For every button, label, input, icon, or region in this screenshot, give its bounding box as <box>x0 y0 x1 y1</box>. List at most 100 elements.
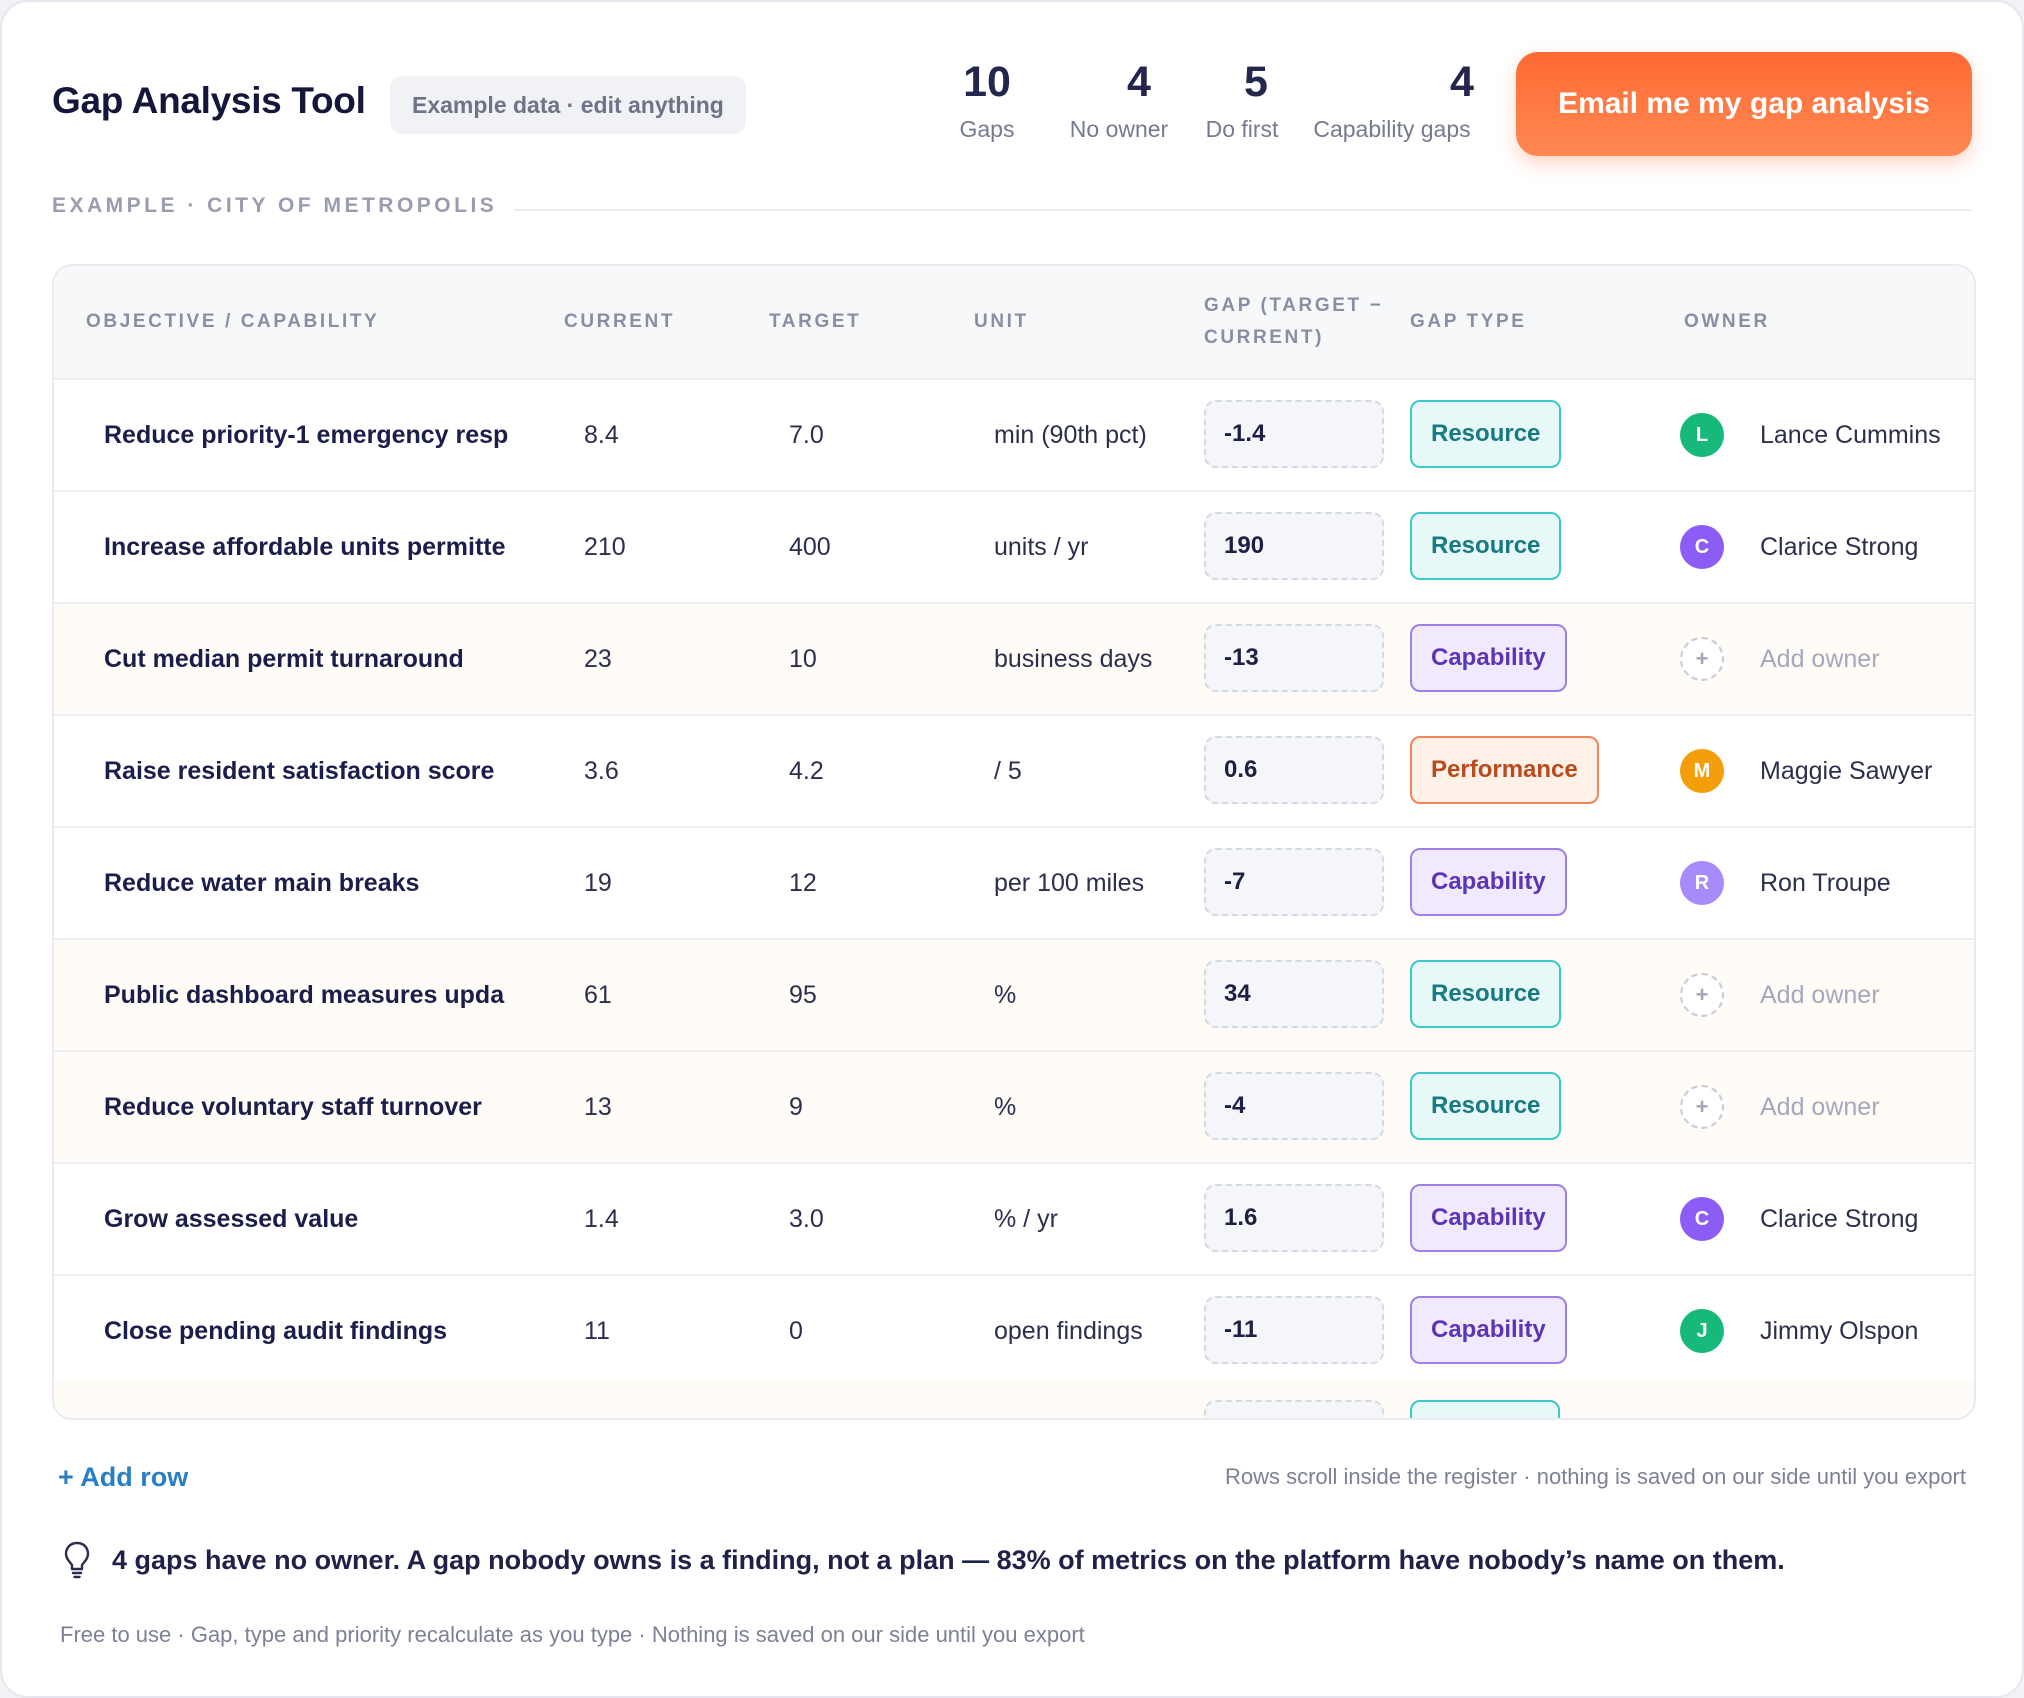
gap-type-badge[interactable]: Resource <box>1410 960 1562 1028</box>
gap-type-badge[interactable]: Capability <box>1410 1296 1567 1364</box>
col-objective: OBJECTIVE / CAPABILITY <box>86 311 380 332</box>
objective-cell[interactable]: Public dashboard measures upda <box>104 980 505 1009</box>
gap-type-badge[interactable]: Capability <box>1410 848 1567 916</box>
owner-name[interactable]: Clarice Strong <box>1760 1204 1919 1233</box>
gap-type-badge-partial[interactable] <box>1410 1400 1560 1418</box>
stat-capability-gaps: 4 Capability gaps <box>1304 56 1480 143</box>
add-owner-button[interactable]: Add owner <box>1760 1092 1880 1121</box>
target-cell[interactable]: 10 <box>789 644 817 673</box>
current-cell[interactable]: 210 <box>584 532 626 561</box>
fine-print: Free to use · Gap, type and priority rec… <box>60 1622 1085 1647</box>
owner-name[interactable]: Lance Cummins <box>1760 420 1941 449</box>
unit-cell[interactable]: % <box>994 1092 1017 1121</box>
current-cell[interactable]: 3.6 <box>584 756 619 785</box>
objective-cell[interactable]: Reduce voluntary staff turnover <box>104 1092 482 1121</box>
unit-cell[interactable]: open findings <box>994 1316 1143 1345</box>
gap-value[interactable]: -11 <box>1204 1296 1384 1364</box>
add-owner-button[interactable]: Add owner <box>1760 980 1880 1009</box>
current-cell[interactable]: 1.4 <box>584 1204 619 1233</box>
objective-cell[interactable]: Reduce water main breaks <box>104 868 420 897</box>
owner-name[interactable]: Ron Troupe <box>1760 868 1891 897</box>
current-cell[interactable]: 23 <box>584 644 612 673</box>
owner-avatar: M <box>1680 749 1724 793</box>
stat-no-owner-value: 4 <box>1127 58 1151 106</box>
objective-cell[interactable]: Reduce priority-1 emergency resp <box>104 420 509 449</box>
gap-value-partial[interactable] <box>1204 1400 1384 1418</box>
gap-register-table[interactable]: OBJECTIVE / CAPABILITY CURRENT TARGET UN… <box>52 264 1976 1420</box>
unit-cell[interactable]: % / yr <box>994 1204 1058 1233</box>
current-cell[interactable]: 8.4 <box>584 420 619 449</box>
scroll-note: Rows scroll inside the register · nothin… <box>1224 1464 1966 1489</box>
table-row: Public dashboard measures upda 61 95% 34 Res… <box>54 940 1974 1052</box>
col-gap-line2: CURRENT) <box>1204 327 1325 348</box>
objective-cell[interactable]: Grow assessed value <box>104 1204 359 1233</box>
unit-cell[interactable]: / 5 <box>994 756 1022 785</box>
current-cell[interactable]: 13 <box>584 1092 612 1121</box>
unit-cell[interactable]: % <box>994 980 1017 1009</box>
unit-cell[interactable]: per 100 miles <box>994 868 1145 897</box>
unit-cell[interactable]: business days <box>994 644 1153 673</box>
target-cell[interactable]: 3.0 <box>789 1204 824 1233</box>
gap-value[interactable]: -4 <box>1204 1072 1384 1140</box>
objective-cell[interactable]: Close pending audit findings <box>104 1316 448 1345</box>
target-cell[interactable]: 7.0 <box>789 420 824 449</box>
target-cell[interactable]: 95 <box>789 980 817 1009</box>
stat-capability-gaps-value: 4 <box>1450 58 1474 106</box>
gap-type-badge[interactable]: Performance <box>1410 736 1599 804</box>
table-row-partial <box>54 1380 1974 1418</box>
header: Gap Analysis Tool Example data · edit an… <box>52 52 1972 162</box>
section-divider <box>514 209 1972 211</box>
owner-avatar: J <box>1680 1309 1724 1353</box>
gap-value[interactable]: 1.6 <box>1204 1184 1384 1252</box>
owner-avatar: R <box>1680 861 1724 905</box>
stat-gaps-label: Gaps <box>959 116 1015 142</box>
col-gap-type: GAP TYPE <box>1410 311 1527 332</box>
gap-type-badge[interactable]: Resource <box>1410 512 1562 580</box>
unit-cell[interactable]: min (90th pct) <box>994 420 1147 449</box>
gap-type-badge[interactable]: Capability <box>1410 1184 1567 1252</box>
stat-capability-gaps-label: Capability gaps <box>1313 116 1471 142</box>
current-cell[interactable]: 61 <box>584 980 612 1009</box>
table-row: Cut median permit turnaround 23 10 business… <box>54 604 1974 716</box>
gap-type-badge[interactable]: Capability <box>1410 624 1567 692</box>
col-unit: UNIT <box>974 311 1029 332</box>
stat-gaps-value: 10 <box>963 58 1011 106</box>
target-cell[interactable]: 9 <box>789 1092 803 1121</box>
stat-gaps: 10 Gaps <box>922 56 1052 143</box>
table-row: Reduce voluntary staff turnover 13 9% -4 Res… <box>54 1052 1974 1164</box>
table-header: OBJECTIVE / CAPABILITY CURRENT TARGET UN… <box>54 266 1974 380</box>
stat-do-first: 5 Do first <box>1172 56 1312 143</box>
owner-avatar: C <box>1680 1197 1724 1241</box>
current-cell[interactable]: 19 <box>584 868 612 897</box>
add-owner-icon[interactable]: + <box>1680 1085 1724 1129</box>
unit-cell[interactable]: units / yr <box>994 532 1089 561</box>
target-cell[interactable]: 0 <box>789 1316 803 1345</box>
gap-value[interactable]: -1.4 <box>1204 400 1384 468</box>
target-cell[interactable]: 400 <box>789 532 831 561</box>
col-current: CURRENT <box>564 311 676 332</box>
gap-value[interactable]: -7 <box>1204 848 1384 916</box>
add-row-button[interactable]: + Add row <box>58 1462 189 1492</box>
gap-type-badge[interactable]: Resource <box>1410 1072 1562 1140</box>
current-cell[interactable]: 11 <box>584 1316 610 1345</box>
gap-type-badge[interactable]: Resource <box>1410 400 1562 468</box>
owner-name[interactable]: Maggie Sawyer <box>1760 756 1933 785</box>
target-cell[interactable]: 4.2 <box>789 756 824 785</box>
owner-name[interactable]: Jimmy Olspon <box>1760 1316 1919 1345</box>
objective-cell[interactable]: Increase affordable units permitte <box>104 532 506 561</box>
target-cell[interactable]: 12 <box>789 868 817 897</box>
objective-cell[interactable]: Raise resident satisfaction score <box>104 756 495 785</box>
objective-cell[interactable]: Cut median permit turnaround <box>104 644 464 673</box>
email-gap-analysis-button[interactable]: Email me my gap analysis <box>1516 52 1972 156</box>
gap-value[interactable]: 0.6 <box>1204 736 1384 804</box>
add-owner-icon[interactable]: + <box>1680 973 1724 1017</box>
gap-value[interactable]: 34 <box>1204 960 1384 1028</box>
gap-value[interactable]: 190 <box>1204 512 1384 580</box>
owner-name[interactable]: Clarice Strong <box>1760 532 1919 561</box>
gap-value[interactable]: -13 <box>1204 624 1384 692</box>
section-label: EXAMPLE · CITY OF METROPOLIS <box>52 194 498 217</box>
add-owner-icon[interactable]: + <box>1680 637 1724 681</box>
add-owner-button[interactable]: Add owner <box>1760 644 1880 673</box>
col-owner: OWNER <box>1684 311 1770 332</box>
